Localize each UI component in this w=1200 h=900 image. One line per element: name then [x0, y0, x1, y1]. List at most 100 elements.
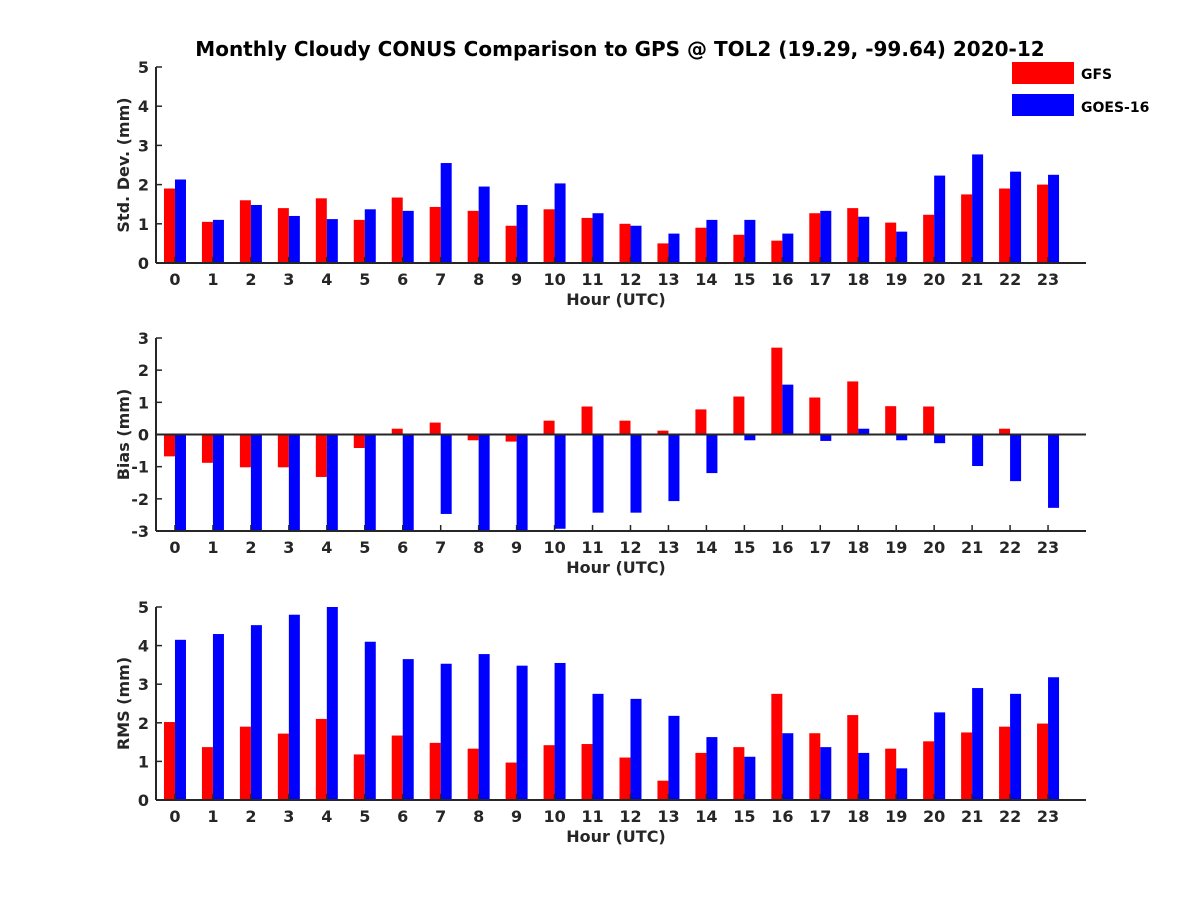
series-gfs [163, 693, 1049, 800]
bar-goes-16-hour-10 [554, 434, 566, 529]
bar-goes-16-hour-13 [668, 233, 680, 263]
x-tick-label: 6 [397, 807, 408, 826]
x-tick-label: 22 [999, 270, 1021, 289]
x-tick-label: 10 [543, 270, 565, 289]
bar-goes-16-hour-9 [516, 665, 528, 800]
y-tick-label: 1 [138, 215, 149, 234]
bar-gfs-hour-14 [695, 227, 707, 263]
x-tick-label: 22 [999, 538, 1021, 557]
bar-gfs-hour-17 [809, 733, 821, 800]
x-tick-label: 1 [207, 270, 218, 289]
x-tick-label: 21 [961, 538, 983, 557]
bar-gfs-hour-15 [733, 396, 745, 435]
x-tick-label: 20 [923, 270, 945, 289]
bar-goes-16-hour-6 [402, 210, 414, 263]
x-tick-label: 10 [543, 538, 565, 557]
bar-gfs-hour-12 [619, 757, 631, 800]
x-tick-label: 16 [771, 538, 793, 557]
bar-goes-16-hour-6 [402, 434, 414, 531]
bar-goes-16-hour-15 [744, 219, 756, 263]
bar-goes-16-hour-17 [820, 747, 832, 800]
y-tick-label: 1 [138, 752, 149, 771]
bar-gfs-hour-20 [923, 214, 935, 263]
x-tick-label: 4 [321, 538, 332, 557]
bar-goes-16-hour-18 [858, 428, 870, 435]
y-axis-label: Bias (mm) [114, 389, 133, 481]
x-tick-label: 9 [511, 270, 522, 289]
bar-goes-16-hour-20 [934, 175, 946, 263]
x-tick-label: 10 [543, 807, 565, 826]
x-tick-label: 18 [847, 270, 869, 289]
x-tick-label: 6 [397, 538, 408, 557]
bar-gfs-hour-16 [771, 693, 783, 800]
bar-gfs-hour-13 [657, 780, 669, 800]
x-tick-label: 13 [657, 538, 679, 557]
bar-goes-16-hour-17 [820, 434, 832, 441]
bar-goes-16-hour-8 [478, 434, 490, 531]
bar-gfs-hour-21 [961, 732, 973, 800]
bar-goes-16-hour-8 [478, 186, 490, 263]
x-tick-label: 17 [809, 538, 831, 557]
bar-goes-16-hour-1 [212, 219, 224, 263]
x-tick-label: 0 [169, 270, 180, 289]
bar-goes-16-hour-19 [896, 231, 908, 263]
x-tick-label: 18 [847, 807, 869, 826]
y-tick-label: -2 [131, 490, 149, 509]
bar-gfs-hour-6 [391, 197, 403, 263]
bar-gfs-hour-19 [885, 222, 897, 263]
chart-title: Monthly Cloudy CONUS Comparison to GPS @… [195, 37, 1044, 61]
y-tick-label: 0 [138, 254, 149, 273]
bar-gfs-hour-9 [505, 434, 517, 442]
x-tick-label: 3 [283, 538, 294, 557]
bar-gfs-hour-16 [771, 347, 783, 435]
x-tick-label: 2 [245, 807, 256, 826]
bar-goes-16-hour-8 [478, 654, 490, 800]
bar-gfs-hour-3 [277, 434, 289, 468]
x-tick-label: 8 [473, 807, 484, 826]
bar-gfs-hour-7 [429, 742, 441, 800]
bar-gfs-hour-2 [239, 434, 251, 468]
bar-goes-16-hour-16 [782, 384, 794, 435]
bar-gfs-hour-1 [201, 434, 213, 463]
bar-goes-16-hour-4 [326, 607, 338, 800]
bar-goes-16-hour-16 [782, 233, 794, 263]
x-tick-label: 6 [397, 270, 408, 289]
bar-goes-16-hour-19 [896, 434, 908, 441]
bar-gfs-hour-5 [353, 219, 365, 263]
x-tick-label: 7 [435, 270, 446, 289]
bar-gfs-hour-9 [505, 762, 517, 800]
bar-gfs-hour-1 [201, 221, 213, 263]
x-tick-label: 15 [733, 270, 755, 289]
series-goes-16 [174, 607, 1060, 800]
bar-gfs-hour-12 [619, 223, 631, 263]
bar-gfs-hour-12 [619, 420, 631, 435]
bar-goes-16-hour-11 [592, 213, 604, 263]
bar-gfs-hour-18 [847, 715, 859, 800]
x-axis-label: Hour (UTC) [566, 290, 666, 309]
x-tick-label: 17 [809, 270, 831, 289]
x-tick-label: 13 [657, 807, 679, 826]
y-tick-label: 3 [138, 329, 149, 348]
bar-goes-16-hour-5 [364, 434, 376, 531]
y-tick-label: 4 [138, 637, 149, 656]
x-tick-label: 22 [999, 807, 1021, 826]
bar-goes-16-hour-20 [934, 712, 946, 800]
bar-gfs-hour-5 [353, 754, 365, 800]
bar-goes-16-hour-2 [250, 434, 262, 531]
bar-goes-16-hour-3 [288, 215, 300, 263]
x-tick-label: 5 [359, 538, 370, 557]
bar-gfs-hour-4 [315, 434, 327, 477]
bar-goes-16-hour-3 [288, 434, 300, 531]
bar-gfs-hour-3 [277, 733, 289, 800]
bar-gfs-hour-2 [239, 726, 251, 800]
bar-gfs-hour-2 [239, 200, 251, 263]
bar-goes-16-hour-3 [288, 614, 300, 800]
x-axis-label: Hour (UTC) [566, 827, 666, 846]
bar-goes-16-hour-0 [174, 434, 186, 531]
x-tick-label: 21 [961, 270, 983, 289]
bar-goes-16-hour-21 [972, 434, 984, 467]
legend-label-goes16: GOES-16 [1081, 100, 1149, 116]
bar-goes-16-hour-9 [516, 204, 528, 263]
bar-gfs-hour-10 [543, 420, 555, 435]
